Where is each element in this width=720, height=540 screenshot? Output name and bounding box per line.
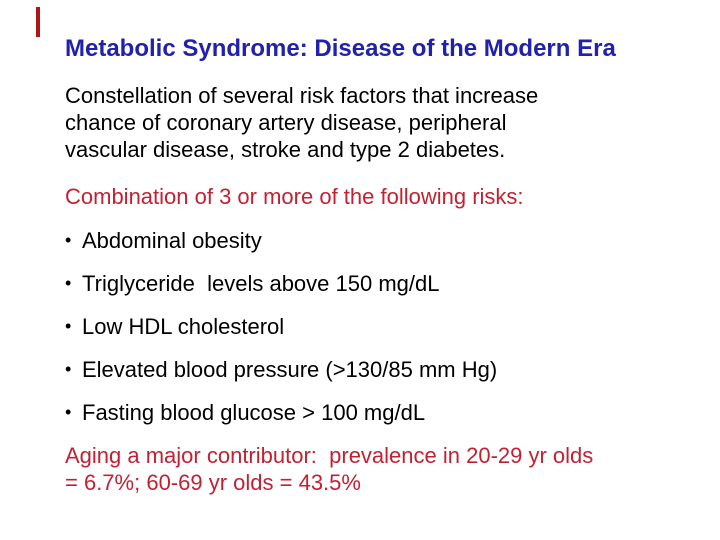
bullet-icon: • xyxy=(65,230,72,250)
bullet-icon: • xyxy=(65,359,72,379)
bullet-text: Fasting blood glucose > 100 mg/dL xyxy=(82,400,426,425)
bullet-text: Triglyceride levels above 150 mg/dL xyxy=(82,271,440,296)
slide-edge-marker xyxy=(36,7,40,37)
list-item: • Triglyceride levels above 150 mg/dL xyxy=(65,270,692,297)
bullet-icon: • xyxy=(65,402,72,422)
closing-statement: Aging a major contributor: prevalence in… xyxy=(65,443,600,495)
risks-heading: Combination of 3 or more of the followin… xyxy=(65,184,524,209)
bullet-icon: • xyxy=(65,273,72,293)
bullet-icon: • xyxy=(65,316,72,336)
slide-title: Metabolic Syndrome: Disease of the Moder… xyxy=(65,35,616,62)
bullet-text: Elevated blood pressure (>130/85 mm Hg) xyxy=(82,357,498,382)
risk-bullet-list: • Abdominal obesity • Triglyceride level… xyxy=(65,227,692,426)
list-item: • Fasting blood glucose > 100 mg/dL xyxy=(65,399,692,426)
list-item: • Low HDL cholesterol xyxy=(65,313,692,340)
bullet-text: Abdominal obesity xyxy=(82,228,262,253)
list-item: • Abdominal obesity xyxy=(65,227,692,254)
intro-paragraph: Constellation of several risk factors th… xyxy=(65,83,545,162)
bullet-text: Low HDL cholesterol xyxy=(82,314,285,339)
list-item: • Elevated blood pressure (>130/85 mm Hg… xyxy=(65,356,692,383)
